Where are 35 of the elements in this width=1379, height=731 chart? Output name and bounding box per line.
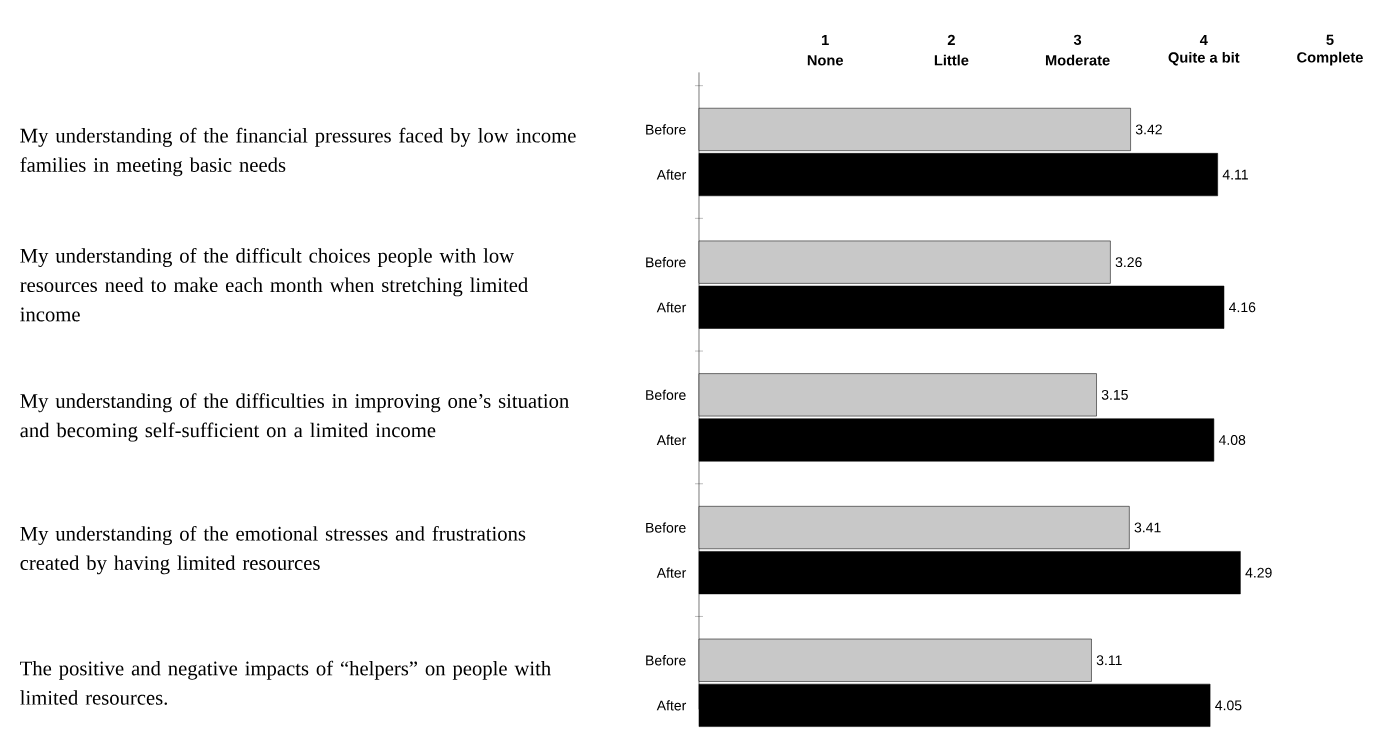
x-tick-label: 4 <box>1199 34 1208 46</box>
text: Before <box>646 522 686 533</box>
text: Before <box>646 655 686 666</box>
text: Complete <box>1297 51 1363 66</box>
text: After <box>656 567 687 578</box>
text: After <box>656 302 687 313</box>
text: After <box>656 434 687 446</box>
text: Before <box>646 389 686 400</box>
text: Before <box>646 257 686 268</box>
data-label: 4.16 <box>1229 302 1256 313</box>
series-label: Before <box>646 124 686 135</box>
series-label: After <box>656 169 687 180</box>
y-tick-label: My understanding of the financial pressures faced by low income families in meeting basic needs <box>20 127 576 177</box>
y-tick-label: My understanding of the difficulties in improving one’s situation and becoming self-sufficient on a limited income <box>20 393 569 442</box>
data-label: 3.26 <box>1115 257 1142 268</box>
x-tick-label: 5 <box>1326 34 1334 46</box>
data-label: 4.08 <box>1218 435 1246 445</box>
x-tick-label: 1 <box>822 34 829 46</box>
y-tick-label: The positive and negative impacts of “helpers” on people with limited resources. <box>20 660 551 705</box>
y-tick-label: My understanding of the emotional stresses and frustrations created by having limited resources <box>20 525 526 575</box>
x-tick-label: 2 <box>947 34 955 46</box>
data-label: 4.29 <box>1245 567 1272 578</box>
text: Quite a bit <box>1168 51 1240 66</box>
text: After <box>656 700 687 711</box>
data-label: 4.05 <box>1215 700 1242 711</box>
x-tick-label: 3 <box>1073 34 1082 46</box>
text: Little <box>934 54 969 66</box>
data-label: 3.42 <box>1135 124 1162 135</box>
text: Moderate <box>1045 54 1110 66</box>
data-label: 4.11 <box>1222 169 1248 180</box>
data-label: 3.11 <box>1096 655 1122 666</box>
data-label: 3.15 <box>1101 389 1128 400</box>
text: None <box>807 55 844 66</box>
y-tick-label: My understanding of the difficult choices people with low resources need to make each month when stretching limited income <box>20 248 528 322</box>
data-label: 3.41 <box>1134 522 1161 533</box>
